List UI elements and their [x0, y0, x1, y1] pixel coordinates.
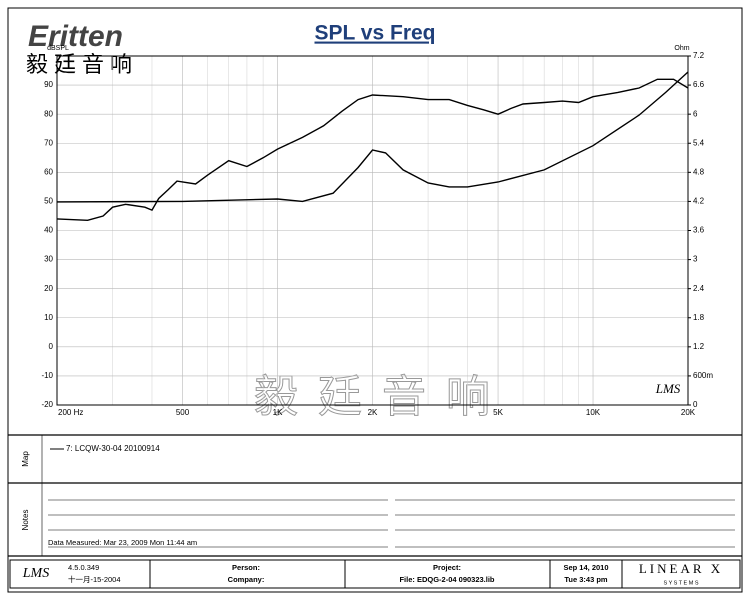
chart-logo: LMS [655, 381, 681, 396]
footer-logo: LMS [22, 566, 49, 581]
y-tick-label: 50 [44, 197, 53, 206]
y-tick-label: 0 [49, 342, 54, 351]
y-tick-label: 30 [44, 255, 53, 264]
y-tick-label: 80 [44, 109, 53, 118]
time: Tue 3:43 pm [564, 575, 608, 584]
y2-tick-label: 1.8 [693, 313, 705, 322]
vendor-sub: S Y S T E M S [663, 580, 698, 586]
notes-label: Notes [21, 510, 30, 531]
y-tick-label: 20 [44, 284, 53, 293]
version-date: 十一月-15-2004 [68, 574, 121, 584]
x-tick-label: 20K [681, 408, 696, 417]
y-tick-label: -20 [41, 400, 53, 409]
y-tick-label: 40 [44, 226, 53, 235]
measured-date: Data Measured: Mar 23, 2009 Mon 11:44 am [48, 538, 197, 547]
x-tick-label: 2K [368, 408, 378, 417]
y2-tick-label: 3.6 [693, 226, 705, 235]
y2-tick-label: 7.2 [693, 51, 705, 60]
person: Person: [232, 563, 260, 572]
y2-tick-label: 5.4 [693, 138, 705, 147]
series-line [56, 71, 689, 203]
y2-tick-label: 600m [693, 371, 713, 380]
y2-tick-label: 4.2 [693, 197, 705, 206]
y2-tick-label: 3 [693, 255, 698, 264]
company: Company: [228, 575, 265, 584]
y2-axis-label: Ohm [674, 45, 689, 52]
chart-title: SPL vs Freq [315, 22, 436, 45]
date: Sep 14, 2010 [563, 563, 608, 572]
plot-frame [56, 55, 689, 406]
y-tick-label: 90 [44, 80, 53, 89]
brand: Eritten [28, 20, 123, 53]
x-tick-label: 1K [273, 408, 283, 417]
series-line [56, 78, 689, 222]
y-tick-label: 70 [44, 138, 53, 147]
y2-tick-label: 4.8 [693, 167, 705, 176]
y-tick-label: -10 [41, 371, 53, 380]
watermark: 毅廷音响 [254, 373, 510, 422]
y2-tick-label: 6 [693, 109, 698, 118]
y-tick-label: 60 [44, 167, 53, 176]
legend-text: 7: LCQW-30-04 20100914 [66, 444, 160, 453]
y2-tick-label: 2.4 [693, 284, 705, 293]
y-tick-label: 10 [44, 313, 53, 322]
vendor: LINEAR X [639, 561, 723, 576]
note-lines [48, 499, 735, 548]
y2-tick-label: 1.2 [693, 342, 705, 351]
file: File: EDQG-2-04 090323.lib [399, 575, 494, 584]
y-axis-label: dBSPL [47, 45, 69, 52]
project: Project: [433, 563, 461, 572]
y2-tick-label: 6.6 [693, 80, 705, 89]
version: 4.5.0.349 [68, 563, 99, 572]
x-tick-label: 5K [493, 408, 503, 417]
map-label: Map [21, 451, 30, 467]
y2-tick-label: 0 [693, 400, 698, 409]
frame [7, 7, 743, 593]
x-tick-label: 500 [176, 408, 190, 417]
x-tick-label: 200 Hz [58, 408, 83, 417]
footer-boxes [9, 559, 741, 589]
x-tick-label: 10K [586, 408, 601, 417]
